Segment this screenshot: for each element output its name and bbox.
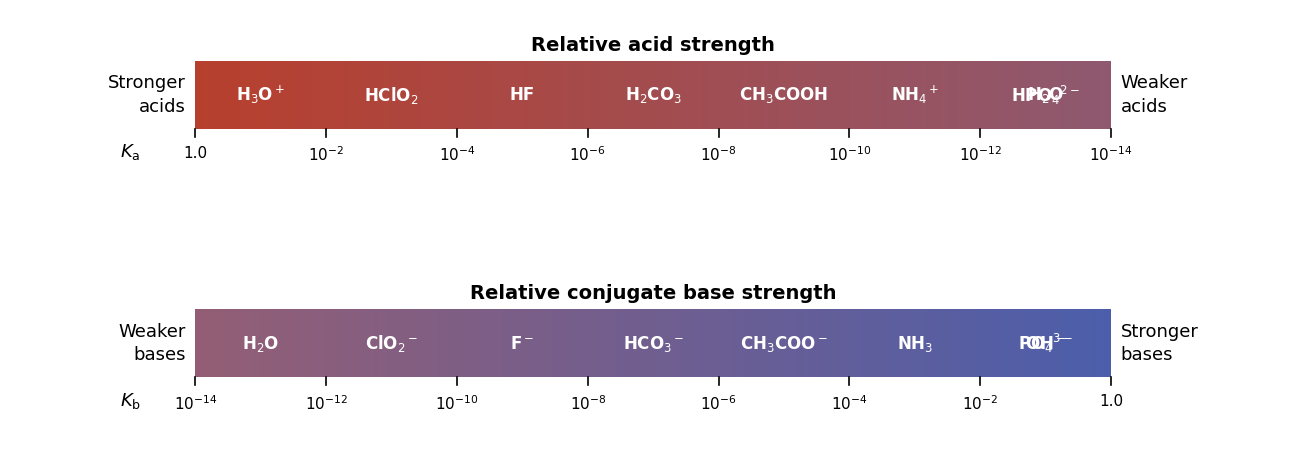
Text: 10$^{-2}$: 10$^{-2}$ (308, 146, 344, 164)
Text: Weaker
bases: Weaker bases (118, 323, 186, 364)
Text: 10$^{-4}$: 10$^{-4}$ (831, 394, 867, 413)
Text: CH$_3$COO$^-$: CH$_3$COO$^-$ (740, 333, 828, 354)
Text: 1.0: 1.0 (183, 146, 208, 161)
Text: 10$^{-14}$: 10$^{-14}$ (174, 394, 217, 413)
Text: 1.0: 1.0 (1098, 394, 1123, 409)
Text: NH$_3$: NH$_3$ (897, 333, 932, 354)
Text: HPO$_4$$^{2-}$: HPO$_4$$^{2-}$ (1011, 84, 1080, 107)
Text: 10$^{-10}$: 10$^{-10}$ (828, 146, 871, 164)
Text: Weaker
acids: Weaker acids (1121, 74, 1188, 116)
Text: Stronger
bases: Stronger bases (1121, 323, 1199, 364)
Text: PO$_4$$^{3-}$: PO$_4$$^{3-}$ (1018, 332, 1072, 355)
Text: ClO$_2$$^-$: ClO$_2$$^-$ (365, 333, 419, 354)
Text: 10$^{-12}$: 10$^{-12}$ (304, 394, 347, 413)
Text: 10$^{-10}$: 10$^{-10}$ (436, 394, 478, 413)
Text: 10$^{-4}$: 10$^{-4}$ (438, 146, 476, 164)
Text: 10$^{-8}$: 10$^{-8}$ (701, 146, 737, 164)
Text: HCO$_3$$^-$: HCO$_3$$^-$ (623, 333, 684, 354)
Text: H$_2$O: H$_2$O (1027, 85, 1065, 105)
Text: F$^-$: F$^-$ (511, 334, 534, 352)
Text: 10$^{-8}$: 10$^{-8}$ (569, 394, 606, 413)
Text: HClO$_2$: HClO$_2$ (364, 85, 419, 106)
Text: Relative conjugate base strength: Relative conjugate base strength (469, 284, 836, 303)
Text: H$_3$O$^+$: H$_3$O$^+$ (237, 84, 286, 106)
Text: H$_2$CO$_3$: H$_2$CO$_3$ (625, 85, 681, 105)
Text: NH$_4$$^+$: NH$_4$$^+$ (891, 84, 939, 106)
Text: Relative acid strength: Relative acid strength (532, 36, 775, 55)
Text: CH$_3$COOH: CH$_3$COOH (740, 85, 828, 105)
Text: 10$^{-6}$: 10$^{-6}$ (569, 146, 606, 164)
Text: 10$^{-2}$: 10$^{-2}$ (962, 394, 998, 413)
Text: HF: HF (510, 86, 536, 104)
Text: $K_\mathrm{a}$: $K_\mathrm{a}$ (121, 142, 140, 162)
Text: Stronger
acids: Stronger acids (108, 74, 186, 116)
Text: 10$^{-6}$: 10$^{-6}$ (701, 394, 737, 413)
Text: H$_2$O: H$_2$O (242, 333, 280, 354)
Text: $K_\mathrm{b}$: $K_\mathrm{b}$ (121, 391, 142, 410)
Text: 10$^{-14}$: 10$^{-14}$ (1089, 146, 1132, 164)
Text: 10$^{-12}$: 10$^{-12}$ (958, 146, 1001, 164)
Text: OH$^-$: OH$^-$ (1024, 334, 1066, 352)
